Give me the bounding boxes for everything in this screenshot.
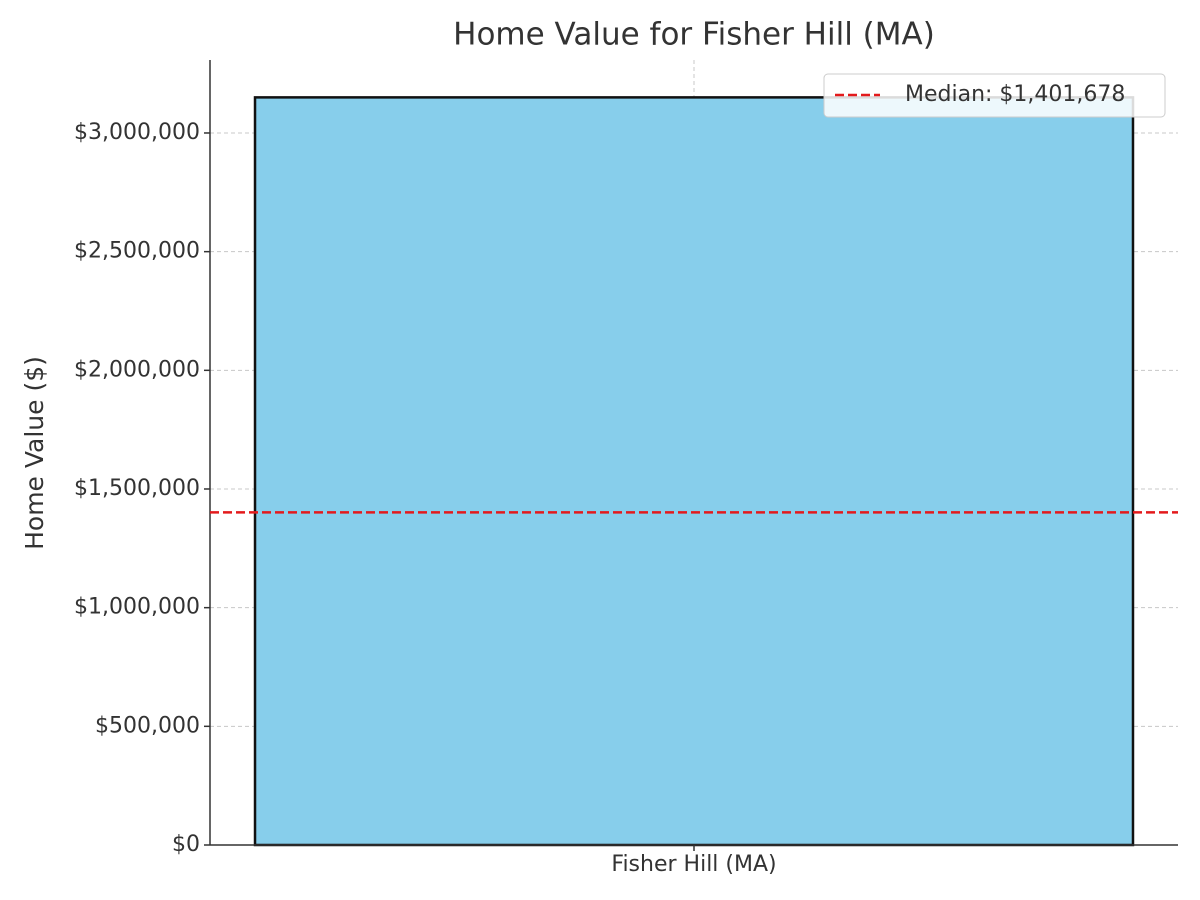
legend-label: Median: $1,401,678	[905, 82, 1125, 107]
x-tick-label: Fisher Hill (MA)	[611, 852, 776, 877]
bar	[253, 96, 1135, 847]
y-tick-label: $2,500,000	[74, 239, 200, 264]
y-tick-label: $1,500,000	[74, 476, 200, 501]
y-tick-label: $3,000,000	[74, 120, 200, 145]
y-tick-label: $2,000,000	[74, 357, 200, 382]
y-axis-label: Home Value ($)	[20, 356, 49, 550]
y-tick-label: $0	[172, 832, 200, 857]
legend-box	[823, 73, 1166, 118]
y-tick-label: $1,000,000	[74, 595, 200, 620]
y-tick-label: $500,000	[95, 713, 200, 738]
chart-title: Home Value for Fisher Hill (MA)	[453, 17, 935, 53]
